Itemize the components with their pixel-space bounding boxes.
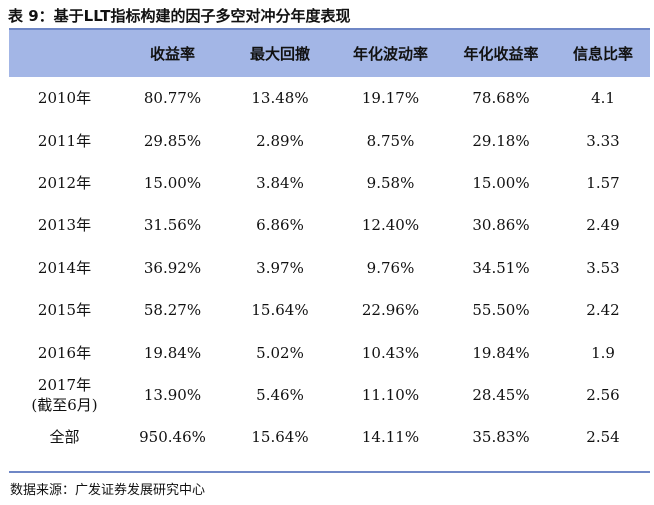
- row-label: 2015年: [37, 301, 92, 320]
- table-cell: 15.00%: [143, 173, 202, 192]
- source-note: 数据来源：广发证券发展研究中心: [10, 483, 206, 498]
- table-cell: 5.02%: [256, 343, 304, 362]
- bottom-rule: [9, 471, 650, 473]
- table-cell: 2.49: [586, 216, 620, 235]
- header-background: [9, 30, 650, 77]
- table-cell: 10.43%: [361, 343, 420, 362]
- table-cell: 80.77%: [143, 89, 202, 108]
- table-cell: 13.48%: [251, 89, 309, 108]
- table-cell: 36.92%: [143, 258, 202, 277]
- table-cell: 15.64%: [251, 428, 309, 447]
- table-cell: 14.11%: [361, 428, 420, 447]
- table-cell: 9.58%: [366, 173, 415, 192]
- table-cell: 19.84%: [472, 343, 530, 362]
- table-cell: 3.33: [586, 131, 620, 150]
- table-row-total: 全部 950.46% 15.64% 14.11% 35.83% 2.54: [9, 416, 650, 458]
- table-cell: 2.56: [586, 385, 620, 404]
- table-cell: 31.56%: [143, 216, 202, 235]
- top-rule: [9, 28, 650, 30]
- row-label: 2010年: [37, 89, 92, 108]
- table-row: 2013年 31.56% 6.86% 12.40% 30.86% 2.49: [9, 204, 650, 246]
- table-cell: 1.57: [586, 173, 620, 192]
- table-cell: 35.83%: [472, 428, 530, 447]
- table-cell: 2.42: [586, 301, 620, 320]
- row-label: 2013年: [37, 216, 92, 235]
- header-cell-information-ratio: 信息比率: [572, 45, 633, 63]
- table-cell: 3.97%: [256, 258, 304, 277]
- row-label: 全部: [49, 428, 80, 447]
- table-cell: 2.89%: [256, 131, 304, 150]
- row-label: 2012年: [37, 173, 92, 192]
- row-label: 2017年 (截至6月): [9, 374, 120, 416]
- header-cell-max-drawdown: 最大回撤: [249, 45, 310, 63]
- performance-table: 收益率 最大回撤 年化波动率 年化收益率 信息比率 2010年 80.77% 1…: [9, 30, 650, 459]
- table-cell: 950.46%: [139, 428, 206, 447]
- row-label-note: (截至6月): [31, 395, 98, 414]
- table-cell: 22.96%: [361, 301, 420, 320]
- table-row: 2010年 80.77% 13.48% 19.17% 78.68% 4.1: [9, 77, 650, 119]
- header-cell-return: 收益率: [149, 45, 195, 63]
- table-cell: 3.84%: [256, 173, 304, 192]
- table-row: 2014年 36.92% 3.97% 9.76% 34.51% 3.53: [9, 247, 650, 289]
- row-label: 2011年: [37, 131, 92, 150]
- table-row: 2016年 19.84% 5.02% 10.43% 19.84% 1.9: [9, 331, 650, 373]
- table-cell: 2.54: [586, 428, 620, 447]
- table-row: 2017年 (截至6月) 13.90% 5.46% 11.10% 28.45% 2…: [9, 374, 650, 416]
- table-cell: 78.68%: [472, 89, 530, 108]
- table-cell: 8.75%: [366, 131, 415, 150]
- table-cell: 4.1: [591, 89, 615, 108]
- table-cell: 30.86%: [472, 216, 530, 235]
- header-cell-annual-volatility: 年化波动率: [352, 45, 428, 63]
- header-row: 收益率 最大回撤 年化波动率 年化收益率 信息比率: [9, 30, 650, 77]
- header-cell: [9, 30, 120, 77]
- row-label-year: 2017年: [37, 375, 92, 394]
- table-row: 2012年 15.00% 3.84% 9.58% 15.00% 1.57: [9, 162, 650, 204]
- table-cell: 55.50%: [472, 301, 530, 320]
- table-cell: 1.9: [591, 343, 615, 362]
- table-cell: 15.00%: [472, 173, 530, 192]
- table-cell: 34.51%: [472, 258, 530, 277]
- table-cell: 58.27%: [143, 301, 202, 320]
- table-cell: 28.45%: [472, 385, 530, 404]
- table-cell: 29.85%: [143, 131, 202, 150]
- table-cell: 29.18%: [472, 131, 530, 150]
- table-row: 2011年 29.85% 2.89% 8.75% 29.18% 3.33: [9, 119, 650, 161]
- row-label: 2016年: [37, 343, 92, 362]
- table-row: 2015年 58.27% 15.64% 22.96% 55.50% 2.42: [9, 289, 650, 331]
- header-cell-annual-return: 年化收益率: [463, 45, 539, 63]
- table-cell: 13.90%: [143, 385, 202, 404]
- table-cell: 19.84%: [143, 343, 202, 362]
- row-label: 2014年: [37, 258, 92, 277]
- table-cell: 15.64%: [251, 301, 309, 320]
- table-caption: 表 9：基于LLT指标构建的因子多空对冲分年度表现: [8, 7, 351, 25]
- table-cell: 5.46%: [256, 385, 304, 404]
- table-cell: 11.10%: [361, 385, 420, 404]
- table-cell: 6.86%: [256, 216, 304, 235]
- table-cell: 9.76%: [366, 258, 415, 277]
- table-cell: 19.17%: [361, 89, 420, 108]
- table-cell: 12.40%: [361, 216, 420, 235]
- table-cell: 3.53: [586, 258, 620, 277]
